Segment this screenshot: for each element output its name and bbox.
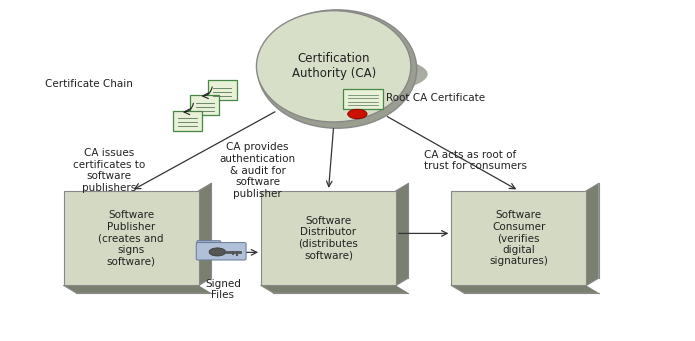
Bar bbox=[261, 191, 396, 285]
Text: CA acts as root of
trust for consumers: CA acts as root of trust for consumers bbox=[424, 150, 527, 171]
FancyBboxPatch shape bbox=[197, 241, 220, 247]
Text: Software
Consumer
(verifies
digital
signatures): Software Consumer (verifies digital sign… bbox=[489, 210, 548, 266]
Polygon shape bbox=[64, 285, 211, 293]
Bar bbox=[64, 191, 199, 285]
Ellipse shape bbox=[261, 54, 427, 95]
Circle shape bbox=[209, 248, 226, 256]
Ellipse shape bbox=[256, 11, 411, 122]
Text: Certificate Chain: Certificate Chain bbox=[45, 79, 133, 89]
Bar bbox=[451, 191, 587, 285]
Polygon shape bbox=[199, 183, 211, 285]
FancyBboxPatch shape bbox=[190, 95, 220, 115]
Text: CA provides
authentication
& audit for
software
publisher: CA provides authentication & audit for s… bbox=[220, 142, 295, 199]
Polygon shape bbox=[396, 183, 409, 285]
Text: Root CA Certificate: Root CA Certificate bbox=[386, 93, 484, 103]
FancyBboxPatch shape bbox=[173, 110, 202, 131]
FancyBboxPatch shape bbox=[196, 242, 246, 260]
Circle shape bbox=[348, 109, 367, 119]
Polygon shape bbox=[587, 183, 599, 285]
Text: Signed
Files: Signed Files bbox=[205, 279, 241, 300]
Text: Software
Distributor
(distributes
software): Software Distributor (distributes softwa… bbox=[299, 216, 359, 261]
Polygon shape bbox=[261, 285, 409, 293]
Ellipse shape bbox=[258, 10, 417, 128]
FancyBboxPatch shape bbox=[343, 89, 384, 108]
FancyBboxPatch shape bbox=[208, 80, 237, 100]
Polygon shape bbox=[451, 285, 599, 293]
Text: CA issues
certificates to
software
publishers: CA issues certificates to software publi… bbox=[72, 148, 145, 193]
Text: Software
Publisher
(creates and
signs
software): Software Publisher (creates and signs so… bbox=[99, 210, 164, 266]
Text: Certification
Authority (CA): Certification Authority (CA) bbox=[291, 51, 376, 80]
